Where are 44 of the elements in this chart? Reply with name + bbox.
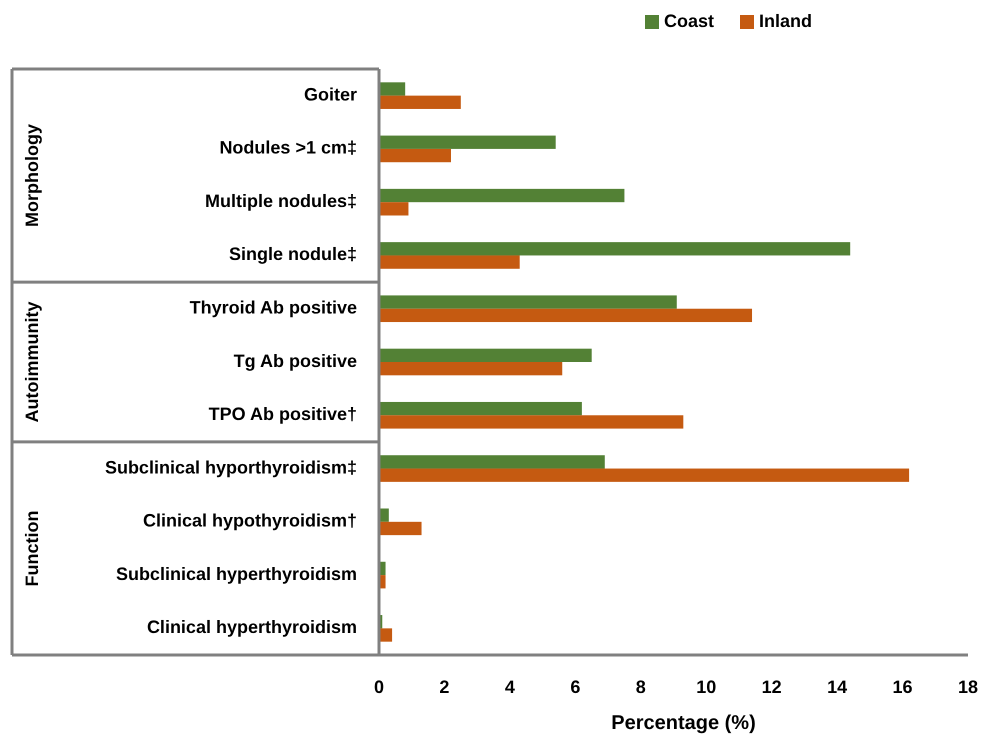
- text: Morphology: [22, 124, 42, 228]
- x-tick-label: 10: [696, 677, 716, 697]
- x-tick-label: 2: [439, 677, 450, 697]
- legend-label: Coast: [664, 10, 714, 31]
- bar: [379, 295, 677, 309]
- y-tick-label: Clinical hypothyroidism†: [142, 510, 357, 531]
- y-tick-label: Single nodule‡: [228, 244, 357, 264]
- bar: [379, 348, 592, 362]
- bar: [379, 255, 520, 269]
- bar: [379, 82, 406, 96]
- bar: [379, 188, 624, 202]
- bar: [379, 468, 910, 482]
- y-tick-label: Nodules >1 cm‡: [219, 138, 357, 158]
- text: Function: [22, 510, 42, 586]
- bar: [379, 242, 850, 256]
- y-tick-label: Subclinical hyperthyroidism: [116, 564, 357, 584]
- legend-label: Inland: [759, 10, 812, 31]
- x-tick-label: 4: [504, 677, 515, 697]
- y-tick-label: Goiter: [304, 84, 357, 104]
- bar: [379, 362, 562, 376]
- bar: [379, 402, 582, 416]
- x-tick-label: 18: [958, 677, 978, 697]
- bar: [379, 148, 451, 162]
- bar: [379, 136, 556, 149]
- x-tick-label: 0: [374, 677, 384, 697]
- bar: [379, 415, 684, 429]
- x-tick-label: 8: [636, 677, 646, 697]
- bar: [379, 96, 461, 109]
- y-tick-label: Subclinical hyporthyroidism‡: [104, 457, 357, 478]
- y-tick-label: TPO Ab positive†: [208, 404, 357, 424]
- x-tick-label: 6: [570, 677, 580, 697]
- text: Autoimmunity: [22, 302, 42, 422]
- y-tick-label: Multiple nodules‡: [204, 190, 357, 211]
- y-tick-label: Clinical hyperthyroidism: [146, 617, 357, 638]
- y-tick-label: Thyroid Ab positive: [190, 297, 357, 318]
- bar: [379, 202, 408, 216]
- bar: [379, 522, 422, 536]
- bar: [379, 308, 752, 322]
- x-axis-title: Percentage (%): [611, 712, 756, 734]
- y-tick-label: Tg Ab positive: [234, 350, 357, 371]
- x-tick-label: 12: [762, 677, 782, 697]
- bar: [379, 455, 605, 469]
- x-tick-label: 14: [827, 677, 848, 697]
- x-tick-label: 16: [892, 677, 913, 697]
